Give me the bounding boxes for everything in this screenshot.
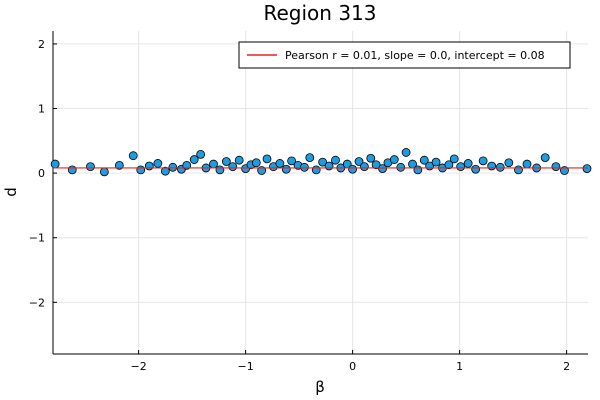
x-tick-label: −1 bbox=[237, 360, 253, 373]
scatter-point bbox=[324, 161, 334, 171]
scatter-points bbox=[50, 148, 592, 177]
scatter-point bbox=[318, 157, 328, 167]
scatter-point bbox=[348, 164, 358, 174]
scatter-point bbox=[331, 155, 340, 165]
y-tick-label: 0 bbox=[38, 167, 45, 180]
scatter-point bbox=[128, 151, 138, 161]
scatter-point bbox=[67, 165, 77, 175]
scatter-point bbox=[251, 158, 261, 168]
scatter-point bbox=[378, 164, 387, 173]
x-tick-labels: −2 −1 0 1 2 bbox=[130, 360, 570, 373]
x-tick-label: −2 bbox=[130, 360, 146, 373]
scatter-point bbox=[487, 161, 497, 171]
scatter-point bbox=[50, 159, 60, 169]
scatter-point bbox=[514, 165, 523, 175]
scatter-point bbox=[234, 155, 244, 165]
y-tick-labels: −2 −1 0 1 2 bbox=[29, 38, 45, 309]
scatter-point bbox=[540, 153, 550, 163]
scatter-point bbox=[86, 162, 95, 172]
scatter-point bbox=[431, 157, 441, 167]
grid bbox=[53, 31, 588, 354]
y-tick-label: 1 bbox=[38, 103, 45, 116]
scatter-point bbox=[495, 162, 505, 172]
scatter-point bbox=[281, 164, 291, 174]
scatter-point bbox=[305, 153, 315, 163]
y-tick-label: −1 bbox=[29, 232, 45, 245]
scatter-point bbox=[144, 161, 154, 171]
scatter-point bbox=[275, 159, 285, 168]
scatter-point bbox=[366, 153, 376, 163]
scatter-point bbox=[221, 157, 231, 166]
x-tick-label: 2 bbox=[563, 360, 570, 373]
scatter-point bbox=[504, 158, 514, 168]
legend: Pearson r = 0.01, slope = 0.0, intercept… bbox=[238, 41, 571, 69]
scatter-point bbox=[196, 149, 206, 159]
scatter-point bbox=[209, 159, 218, 169]
scatter-point bbox=[287, 156, 297, 166]
scatter-point bbox=[371, 160, 381, 170]
scatter-point bbox=[456, 162, 466, 172]
chart-title: Region 313 bbox=[264, 1, 377, 25]
legend-box bbox=[238, 41, 571, 69]
legend-label: Pearson r = 0.01, slope = 0.0, intercept… bbox=[285, 49, 545, 62]
x-axis-label: β bbox=[315, 378, 325, 396]
x-tick-label: 1 bbox=[456, 360, 463, 373]
scatter-point bbox=[413, 165, 423, 175]
scatter-point bbox=[478, 156, 488, 166]
scatter-point bbox=[99, 167, 109, 177]
x-tick-label: 0 bbox=[349, 360, 356, 373]
scatter-point bbox=[389, 155, 399, 164]
scatter-point bbox=[419, 155, 429, 165]
scatter-point bbox=[136, 165, 146, 175]
scatter-point bbox=[262, 154, 272, 164]
scatter-point bbox=[401, 148, 411, 157]
y-tick-label: −2 bbox=[29, 296, 45, 309]
scatter-point bbox=[311, 165, 321, 175]
scatter-point bbox=[215, 165, 225, 175]
scatter-point bbox=[471, 164, 481, 174]
scatter-point bbox=[463, 159, 473, 168]
scatter-point bbox=[153, 159, 163, 168]
scatter-point bbox=[189, 155, 199, 164]
scatter-point bbox=[300, 162, 309, 172]
scatter-point bbox=[449, 154, 459, 164]
axes bbox=[52, 31, 588, 355]
scatter-point bbox=[582, 164, 592, 173]
y-tick-label: 2 bbox=[38, 38, 45, 51]
scatter-point bbox=[444, 160, 454, 170]
scatter-point bbox=[522, 159, 532, 169]
scatter-point bbox=[228, 162, 238, 172]
scatter-point bbox=[160, 166, 170, 176]
scatter-point bbox=[359, 162, 369, 172]
scatter-point bbox=[396, 162, 406, 172]
scatter-point bbox=[354, 157, 364, 166]
scatter-point bbox=[168, 162, 178, 172]
scatter-point bbox=[551, 162, 561, 172]
y-axis-label: d bbox=[2, 187, 20, 197]
